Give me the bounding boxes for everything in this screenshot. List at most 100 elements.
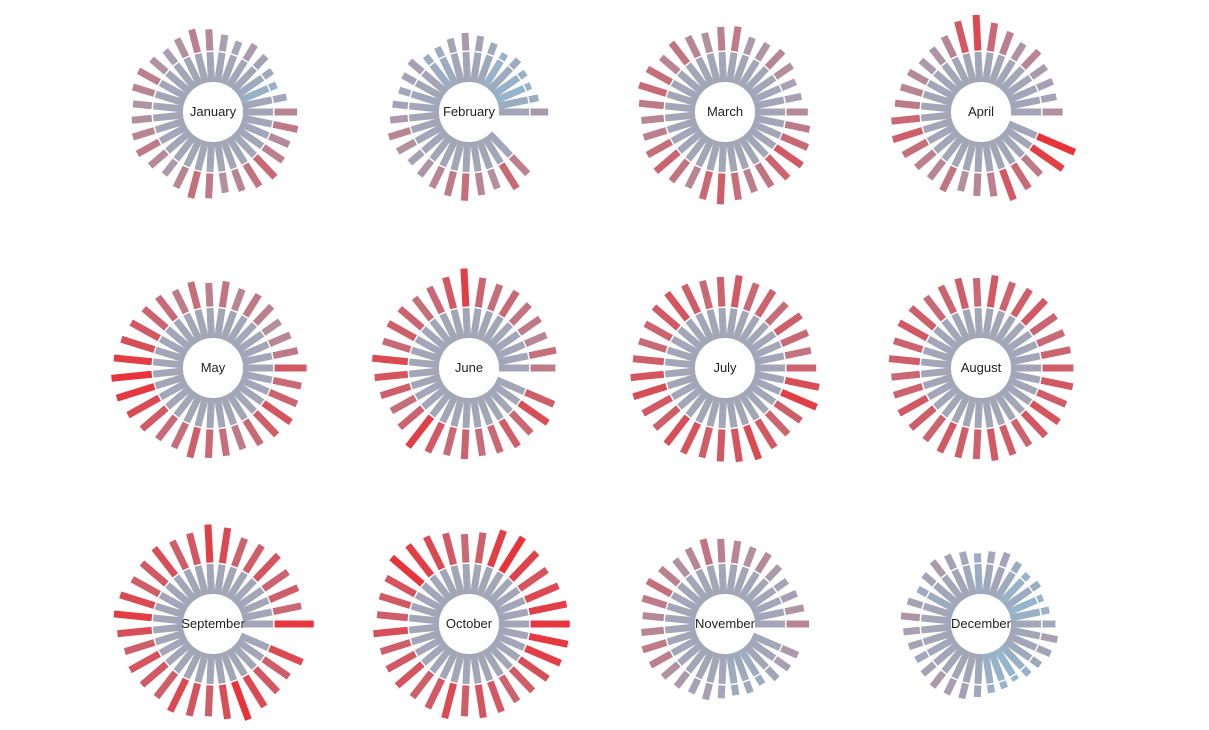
bar-inner-december-day-28	[999, 643, 1025, 670]
bar-outer-march-day-30	[780, 133, 810, 151]
bar-inner-september-day-18	[154, 629, 186, 646]
bar-outer-april-day-29	[1029, 144, 1065, 172]
bar-inner-january-day-17	[152, 111, 184, 122]
bar-inner-january-day-6	[225, 59, 248, 89]
bar-outer-may-day-16	[113, 354, 153, 366]
bar-outer-december-day-16	[900, 612, 921, 622]
bar-outer-june-day-21	[405, 414, 435, 449]
bar-inner-september-day-22	[183, 649, 203, 680]
bar-inner-october-day-7	[476, 566, 494, 598]
bar-inner-july-day-30	[751, 376, 782, 395]
month-label-september: September	[181, 616, 245, 631]
bar-outer-november-day-21	[673, 670, 691, 689]
bar-inner-november-day-4	[747, 586, 777, 610]
bar-inner-december-day-18	[922, 629, 954, 646]
bar-outer-september-day-24	[204, 685, 214, 717]
bar-inner-february-day-13	[421, 70, 449, 96]
bar-outer-october-day-7	[487, 529, 507, 568]
bar-outer-june-day-8	[474, 277, 487, 308]
bar-outer-november-day-6	[754, 551, 772, 574]
bar-outer-august-day-31	[1040, 376, 1074, 391]
bar-inner-september-day-5	[231, 578, 257, 605]
bar-inner-march-day-18	[666, 117, 698, 134]
bar-outer-march-day-20	[653, 149, 681, 175]
bar-inner-october-day-19	[414, 635, 445, 657]
bar-inner-august-day-26	[988, 394, 1006, 426]
bar-inner-march-day-16	[664, 102, 696, 113]
bar-inner-june-day-4	[491, 330, 521, 354]
bar-inner-july-day-2	[753, 352, 785, 366]
bar-outer-may-day-23	[186, 426, 201, 459]
bar-inner-july-day-29	[747, 382, 777, 406]
bar-outer-august-day-17	[891, 370, 921, 381]
bar-outer-june-day-23	[443, 426, 457, 457]
bar-outer-january-day-11	[173, 37, 190, 59]
bar-inner-march-day-12	[685, 62, 710, 91]
bar-inner-april-day-18	[922, 117, 954, 134]
bar-inner-august-day-23	[962, 396, 977, 427]
bar-outer-october-day-24	[460, 685, 470, 717]
bar-inner-june-day-6	[481, 315, 504, 345]
bar-outer-june-day-10	[442, 276, 457, 310]
month-label-december: December	[951, 616, 1012, 631]
bar-inner-september-day-28	[231, 643, 257, 670]
bar-outer-november-day-29	[773, 656, 792, 672]
bar-outer-may-day-30	[268, 389, 299, 408]
bar-inner-january-day-24	[206, 141, 215, 173]
bar-inner-april-day-12	[941, 62, 966, 91]
bar-outer-december-day-2	[1040, 606, 1050, 616]
bar-inner-may-day-26	[220, 394, 238, 426]
bar-outer-december-day-5	[1020, 572, 1031, 582]
bar-outer-march-day-5	[764, 48, 786, 70]
bar-inner-october-day-13	[421, 582, 449, 608]
bar-outer-july-day-15	[638, 337, 668, 353]
bar-outer-february-day-9	[461, 32, 470, 51]
bar-outer-august-day-22	[936, 421, 958, 454]
bar-inner-july-day-3	[751, 341, 782, 360]
bar-inner-august-day-21	[941, 389, 966, 418]
bar-inner-august-day-31	[1009, 370, 1041, 384]
bar-outer-february-day-21	[417, 158, 435, 178]
bar-outer-february-day-4	[517, 69, 528, 80]
bar-outer-september-day-10	[186, 532, 201, 566]
bar-inner-february-day-9	[462, 51, 471, 83]
bar-outer-february-day-27	[498, 162, 520, 191]
bar-inner-july-day-11	[695, 312, 715, 343]
bar-outer-june-day-18	[379, 383, 412, 400]
bar-inner-february-day-7	[476, 54, 494, 86]
bar-inner-july-day-12	[685, 318, 710, 347]
bar-inner-august-day-2	[1009, 352, 1041, 366]
bar-inner-august-day-30	[1007, 376, 1038, 395]
bar-outer-january-day-20	[147, 149, 169, 169]
bar-outer-october-day-16	[376, 611, 409, 622]
bar-outer-july-day-5	[764, 301, 789, 326]
bar-inner-april-day-30	[1007, 120, 1038, 139]
bar-inner-december-day-25	[982, 653, 994, 684]
bar-inner-april-day-22	[951, 137, 971, 168]
bar-outer-august-day-26	[999, 424, 1017, 456]
bar-outer-may-day-10	[187, 281, 201, 310]
month-chart-september: September	[113, 524, 314, 721]
bar-inner-july-day-7	[732, 310, 750, 342]
bar-outer-september-day-14	[130, 576, 161, 598]
bar-inner-january-day-26	[220, 138, 238, 170]
bar-outer-april-day-10	[954, 20, 969, 54]
bar-outer-august-day-8	[986, 274, 999, 308]
bar-outer-june-day-17	[374, 370, 409, 382]
bar-outer-april-day-14	[906, 68, 929, 86]
bar-outer-december-day-14	[916, 585, 929, 598]
bar-outer-july-day-30	[780, 389, 818, 411]
bar-outer-june-day-12	[411, 295, 435, 322]
bar-inner-july-day-4	[747, 330, 777, 354]
bar-outer-may-day-19	[126, 394, 161, 419]
bar-outer-october-day-17	[373, 626, 409, 638]
bar-inner-november-day-13	[677, 582, 705, 608]
bar-inner-august-day-19	[926, 379, 957, 401]
bar-inner-december-day-16	[920, 614, 952, 625]
bar-outer-november-day-8	[730, 540, 742, 564]
bar-outer-november-day-27	[754, 674, 766, 686]
bar-inner-november-day-27	[737, 647, 760, 677]
bar-inner-december-day-4	[1003, 586, 1033, 610]
bar-inner-october-day-26	[476, 650, 494, 682]
bar-outer-november-day-20	[660, 661, 681, 680]
